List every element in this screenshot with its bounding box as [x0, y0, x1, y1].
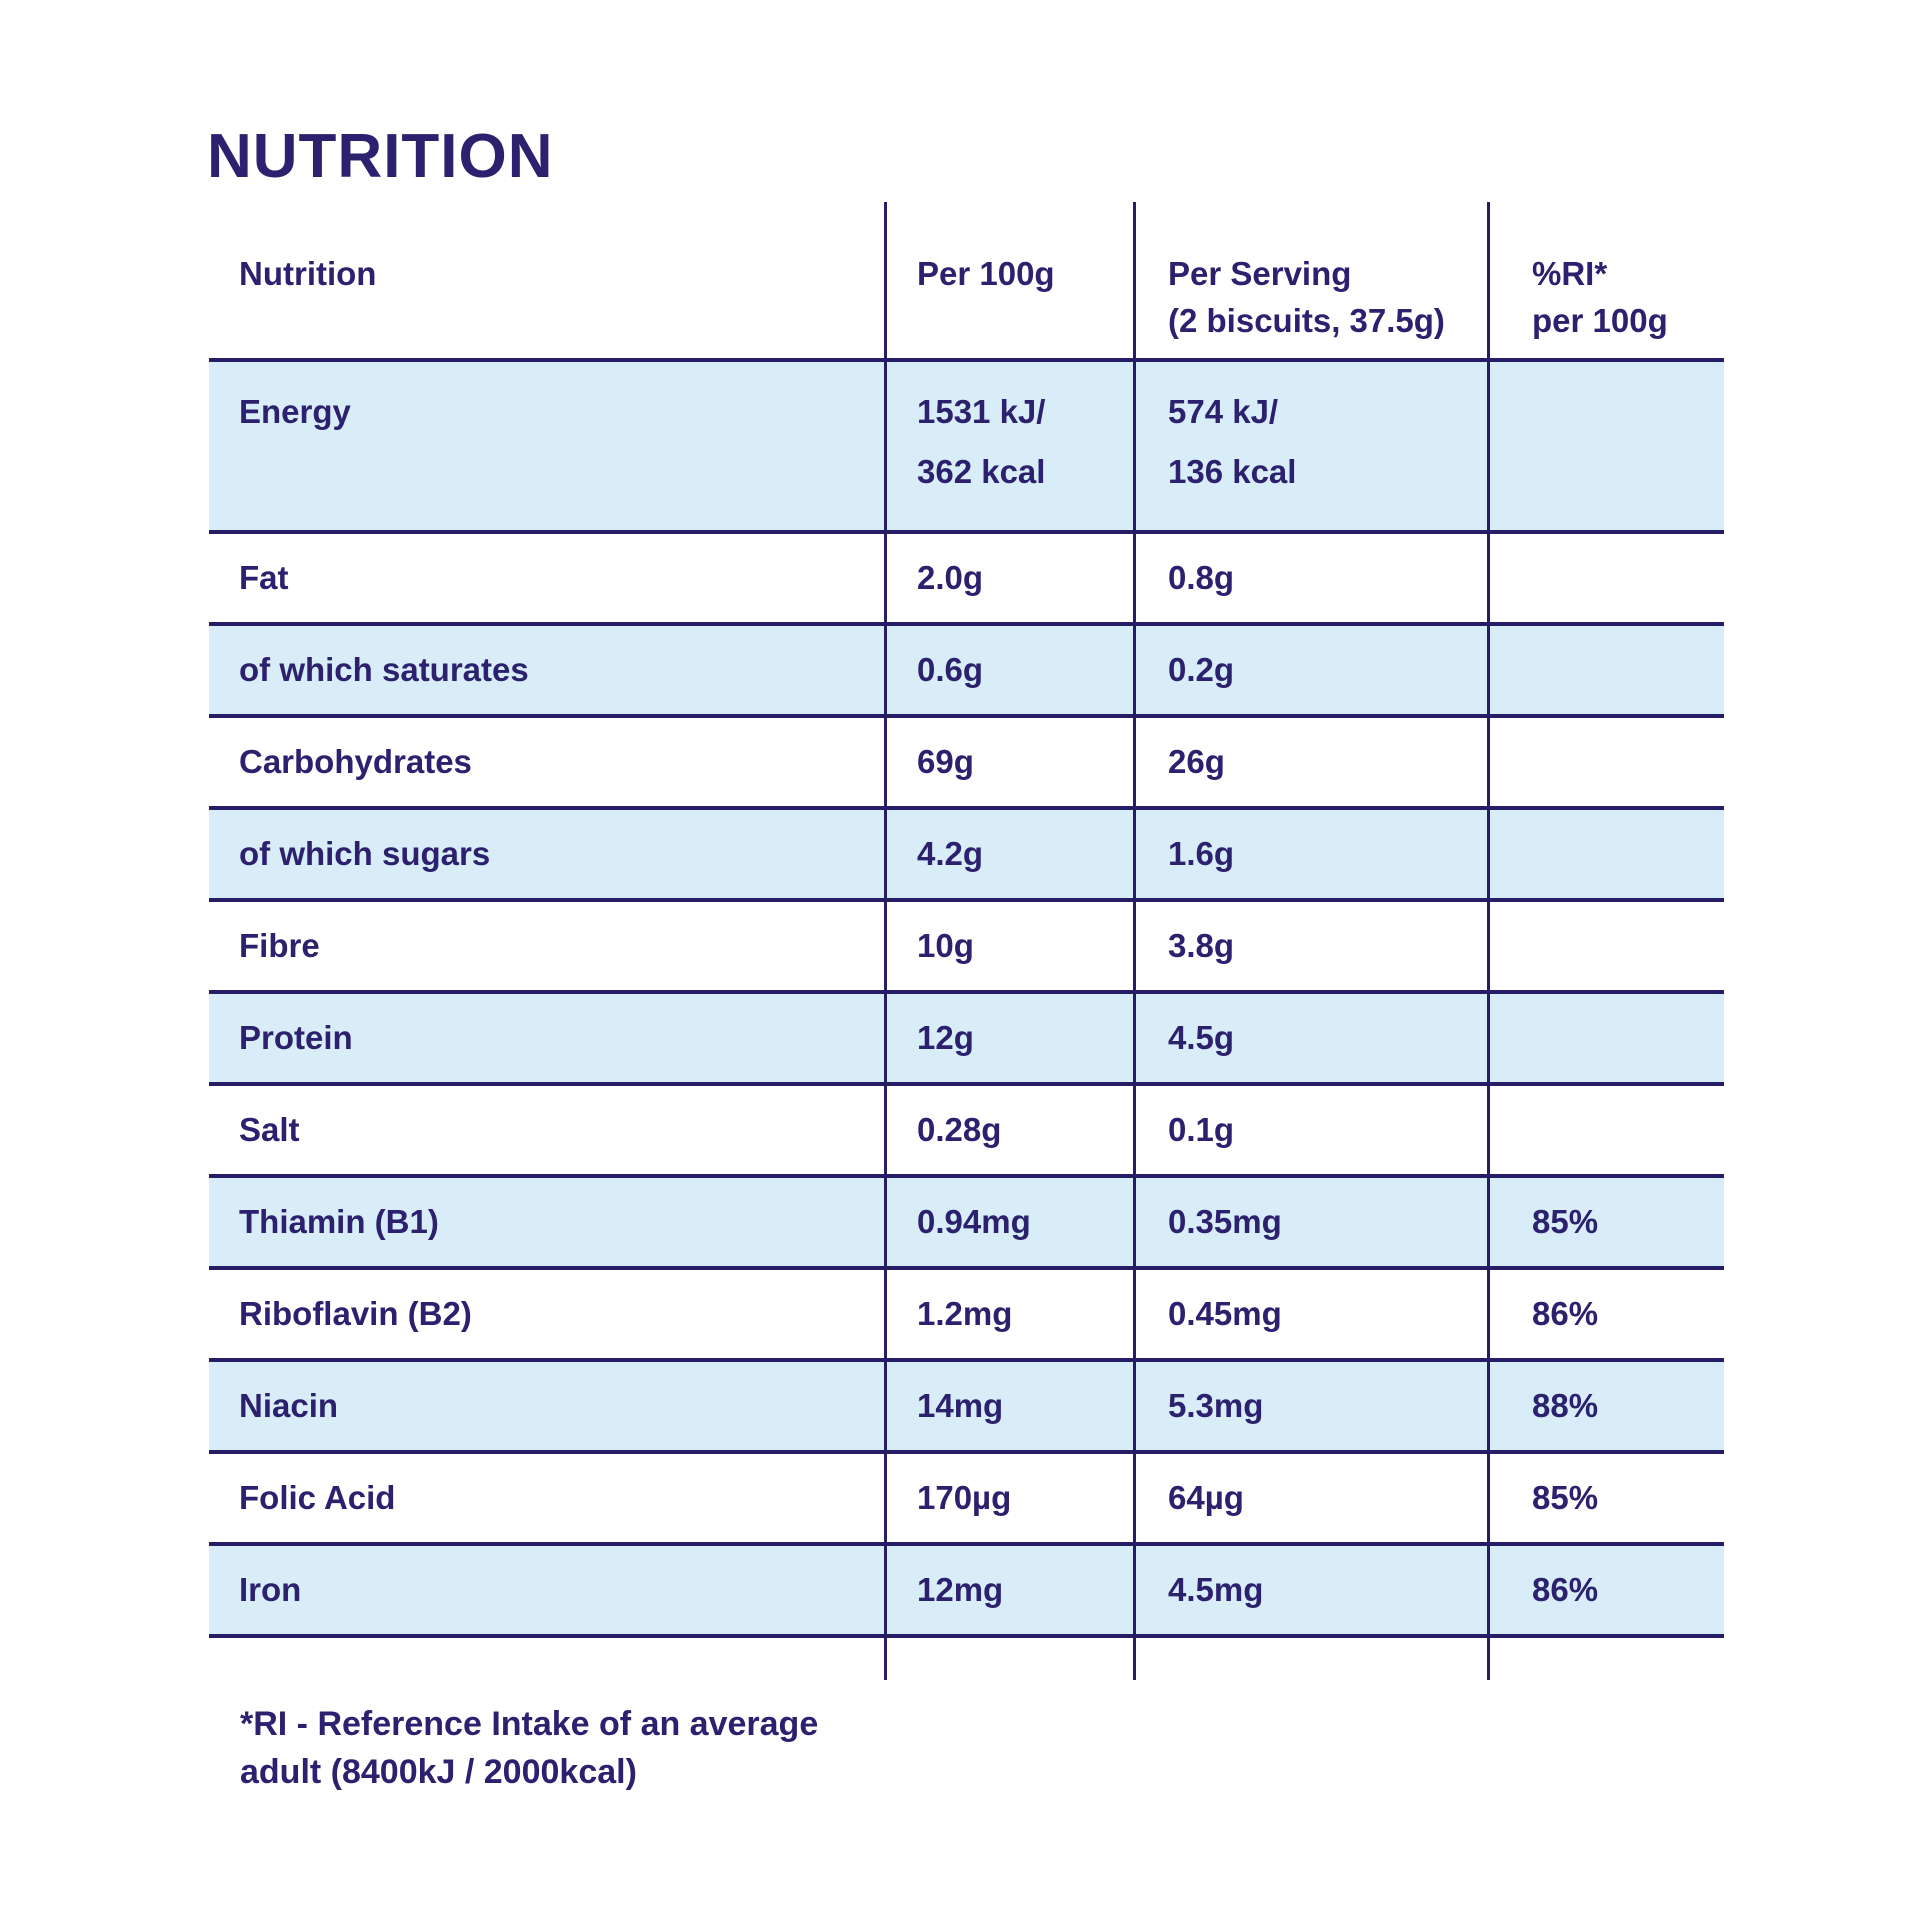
row-label: Fibre: [209, 898, 884, 990]
row-label-energy: Energy: [209, 358, 884, 530]
row-value-per-serving: 4.5mg: [1133, 1542, 1487, 1638]
column-header-per-100g: Per 100g: [884, 202, 1133, 358]
row-label: of which saturates: [209, 622, 884, 714]
energy-per-100g-kcal: 362 kcal: [917, 453, 1046, 490]
footnote-line2: adult (8400kJ / 2000kcal): [240, 1753, 637, 1791]
row-value-ri: [1487, 622, 1724, 714]
row-energy-per-serving: 574 kJ/ 136 kcal: [1133, 358, 1487, 530]
energy-per-serving-kj: 574 kJ/: [1168, 393, 1279, 430]
row-value-per-100g: 2.0g: [884, 530, 1133, 622]
row-value-per-serving: 3.8g: [1133, 898, 1487, 990]
row-value-ri: [1487, 990, 1724, 1082]
row-value-per-serving: 0.2g: [1133, 622, 1487, 714]
table-bottom-gap: [209, 1638, 884, 1680]
row-value-per-serving: 26g: [1133, 714, 1487, 806]
row-value-per-serving: 4.5g: [1133, 990, 1487, 1082]
row-value-ri: 88%: [1487, 1358, 1724, 1450]
row-value-per-100g: 12g: [884, 990, 1133, 1082]
row-label: Iron: [209, 1542, 884, 1638]
row-value-per-serving: 0.1g: [1133, 1082, 1487, 1174]
row-value-ri: 85%: [1487, 1174, 1724, 1266]
row-label: Thiamin (B1): [209, 1174, 884, 1266]
row-value-ri: [1487, 806, 1724, 898]
reference-intake-footnote: *RI - Reference Intake of an average adu…: [240, 1700, 818, 1796]
row-value-per-100g: 12mg: [884, 1542, 1133, 1638]
row-value-ri: 86%: [1487, 1266, 1724, 1358]
energy-per-100g-kj: 1531 kJ/: [917, 393, 1046, 430]
row-label: Fat: [209, 530, 884, 622]
row-value-per-100g: 69g: [884, 714, 1133, 806]
column-header-per-serving: Per Serving (2 biscuits, 37.5g): [1133, 202, 1487, 358]
row-value-per-serving: 5.3mg: [1133, 1358, 1487, 1450]
row-value-per-serving: 0.8g: [1133, 530, 1487, 622]
row-value-per-100g: 170µg: [884, 1450, 1133, 1542]
column-header-nutrition: Nutrition: [209, 202, 884, 358]
row-value-per-100g: 0.94mg: [884, 1174, 1133, 1266]
column-line-stub: [1487, 1638, 1724, 1680]
row-label: Niacin: [209, 1358, 884, 1450]
column-header-per-serving-line2: (2 biscuits, 37.5g): [1168, 302, 1445, 339]
row-label: Carbohydrates: [209, 714, 884, 806]
row-label: Riboflavin (B2): [209, 1266, 884, 1358]
row-label: Salt: [209, 1082, 884, 1174]
energy-per-serving-kcal: 136 kcal: [1168, 453, 1297, 490]
row-value-ri: [1487, 898, 1724, 990]
row-value-per-serving: 64µg: [1133, 1450, 1487, 1542]
footnote-line1: *RI - Reference Intake of an average: [240, 1705, 819, 1743]
row-energy-per-100g: 1531 kJ/ 362 kcal: [884, 358, 1133, 530]
row-value-per-serving: 0.45mg: [1133, 1266, 1487, 1358]
column-line-stub: [884, 1638, 1133, 1680]
row-value-ri: [1487, 530, 1724, 622]
row-value-per-100g: 4.2g: [884, 806, 1133, 898]
row-value-per-serving: 0.35mg: [1133, 1174, 1487, 1266]
row-label: of which sugars: [209, 806, 884, 898]
column-header-ri-line1: %RI*: [1532, 255, 1608, 292]
column-line-stub: [1133, 1638, 1487, 1680]
row-value-per-100g: 14mg: [884, 1358, 1133, 1450]
nutrition-table: Nutrition Per 100g Per Serving (2 biscui…: [209, 202, 1724, 1680]
row-value-ri: [1487, 1082, 1724, 1174]
row-energy-ri: [1487, 358, 1724, 530]
row-value-ri: [1487, 714, 1724, 806]
row-value-per-serving: 1.6g: [1133, 806, 1487, 898]
row-value-per-100g: 0.28g: [884, 1082, 1133, 1174]
row-label: Folic Acid: [209, 1450, 884, 1542]
page-title: NUTRITION: [207, 122, 554, 191]
row-value-per-100g: 1.2mg: [884, 1266, 1133, 1358]
row-label: Protein: [209, 990, 884, 1082]
column-header-ri: %RI* per 100g: [1487, 202, 1724, 358]
row-value-ri: 86%: [1487, 1542, 1724, 1638]
row-value-per-100g: 10g: [884, 898, 1133, 990]
column-header-ri-line2: per 100g: [1532, 302, 1668, 339]
column-header-per-serving-line1: Per Serving: [1168, 255, 1352, 292]
row-value-per-100g: 0.6g: [884, 622, 1133, 714]
row-value-ri: 85%: [1487, 1450, 1724, 1542]
